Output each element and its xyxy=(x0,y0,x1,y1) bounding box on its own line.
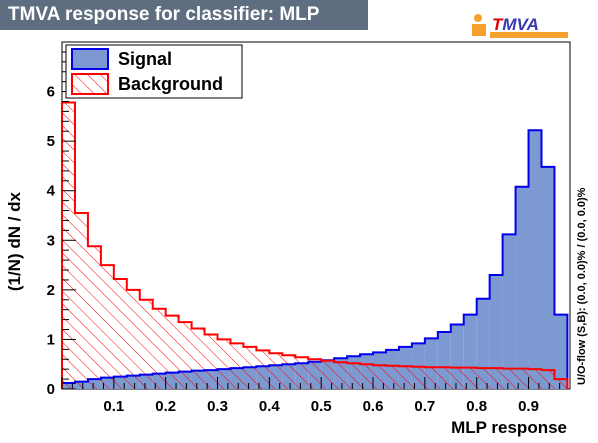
background-bar xyxy=(476,368,490,389)
background-bar xyxy=(528,369,542,389)
logo-text-t: T xyxy=(492,15,504,34)
background-bar xyxy=(541,370,555,389)
background-bar xyxy=(217,339,231,389)
signal-bar xyxy=(515,186,529,389)
legend-swatch-background xyxy=(71,73,109,95)
signal-bar xyxy=(541,166,555,389)
logo-text-rest: MVA xyxy=(502,15,539,34)
background-bar xyxy=(269,353,283,389)
legend-label-signal: Signal xyxy=(118,49,172,69)
y-tick-label: 3 xyxy=(47,232,55,249)
background-bar xyxy=(256,350,270,389)
x-axis: 0.1 0.2 0.3 0.4 0.5 0.6 0.7 0.8 0.9 xyxy=(61,377,571,415)
y-tick-label: 0 xyxy=(47,381,55,398)
background-bar xyxy=(398,366,412,389)
background-bar xyxy=(62,102,75,389)
legend: Signal Background xyxy=(65,44,243,99)
signal-bar xyxy=(476,298,490,389)
x-tick-label: 0.5 xyxy=(311,398,332,415)
x-tick-label: 0.4 xyxy=(259,398,281,415)
y-tick-label: 5 xyxy=(47,133,55,150)
background-bar xyxy=(463,367,477,389)
logo-dot-icon xyxy=(474,14,482,22)
background-bar xyxy=(191,328,205,389)
background-bar xyxy=(282,355,296,389)
background-bar xyxy=(308,359,322,389)
signal-bar xyxy=(554,314,568,389)
x-tick-label: 0.1 xyxy=(103,398,124,415)
y-tick-label: 4 xyxy=(47,183,56,200)
background-bar xyxy=(437,367,451,389)
x-tick-label: 0.6 xyxy=(363,398,384,415)
background-bar xyxy=(334,362,348,389)
background-bar xyxy=(100,265,114,389)
background-bar xyxy=(204,334,218,389)
background-bar xyxy=(152,308,166,389)
background-bar xyxy=(321,360,335,389)
background-bar xyxy=(450,367,464,389)
y-axis-label: (1/N) dN / dx xyxy=(5,191,24,291)
y-tick-label: 6 xyxy=(47,84,55,101)
background-bar xyxy=(178,322,192,389)
legend-label-background: Background xyxy=(118,74,223,94)
logo-block-icon xyxy=(472,24,486,36)
legend-swatch-signal xyxy=(71,48,109,70)
x-tick-label: 0.7 xyxy=(414,398,435,415)
background-bar xyxy=(554,379,568,389)
signal-outline xyxy=(61,129,569,389)
background-bar xyxy=(74,213,88,389)
x-tick-label: 0.9 xyxy=(518,398,539,415)
background-bar xyxy=(165,315,179,389)
y-tick-label: 1 xyxy=(47,331,55,348)
y-axis: 0 1 2 3 4 5 6 xyxy=(47,41,76,398)
background-bar xyxy=(502,368,516,389)
chart-title: TMVA response for classifier: MLP xyxy=(0,0,368,30)
logo-text: TMVA xyxy=(492,15,539,34)
tmva-logo: TMVA xyxy=(472,14,568,38)
background-bar xyxy=(230,343,244,389)
background-bar xyxy=(489,368,503,389)
x-tick-label: 0.3 xyxy=(207,398,228,415)
background-bar xyxy=(295,357,309,389)
signal-bar xyxy=(502,234,516,389)
background-bar xyxy=(126,289,140,389)
background-bar xyxy=(424,367,438,389)
background-bar xyxy=(385,365,399,389)
background-bar xyxy=(113,278,127,389)
x-tick-label: 0.2 xyxy=(155,398,176,415)
background-bar xyxy=(411,366,425,389)
x-tick-label: 0.8 xyxy=(466,398,487,415)
x-axis-label: MLP response xyxy=(451,418,567,437)
background-histogram xyxy=(62,102,568,389)
y-tick-label: 2 xyxy=(47,282,55,299)
logo-bar-icon xyxy=(490,32,568,38)
signal-bar xyxy=(528,130,542,390)
background-bar xyxy=(373,365,386,389)
signal-bar xyxy=(489,274,503,389)
background-outline xyxy=(61,101,569,389)
background-bar xyxy=(87,246,101,389)
overflow-label: U/O-flow (S,B): (0.0, 0.0)% / (0.0, 0.0)… xyxy=(576,187,588,385)
background-bar xyxy=(360,364,374,389)
background-bar xyxy=(139,299,153,389)
background-bar xyxy=(347,363,361,389)
background-bar xyxy=(515,368,529,389)
